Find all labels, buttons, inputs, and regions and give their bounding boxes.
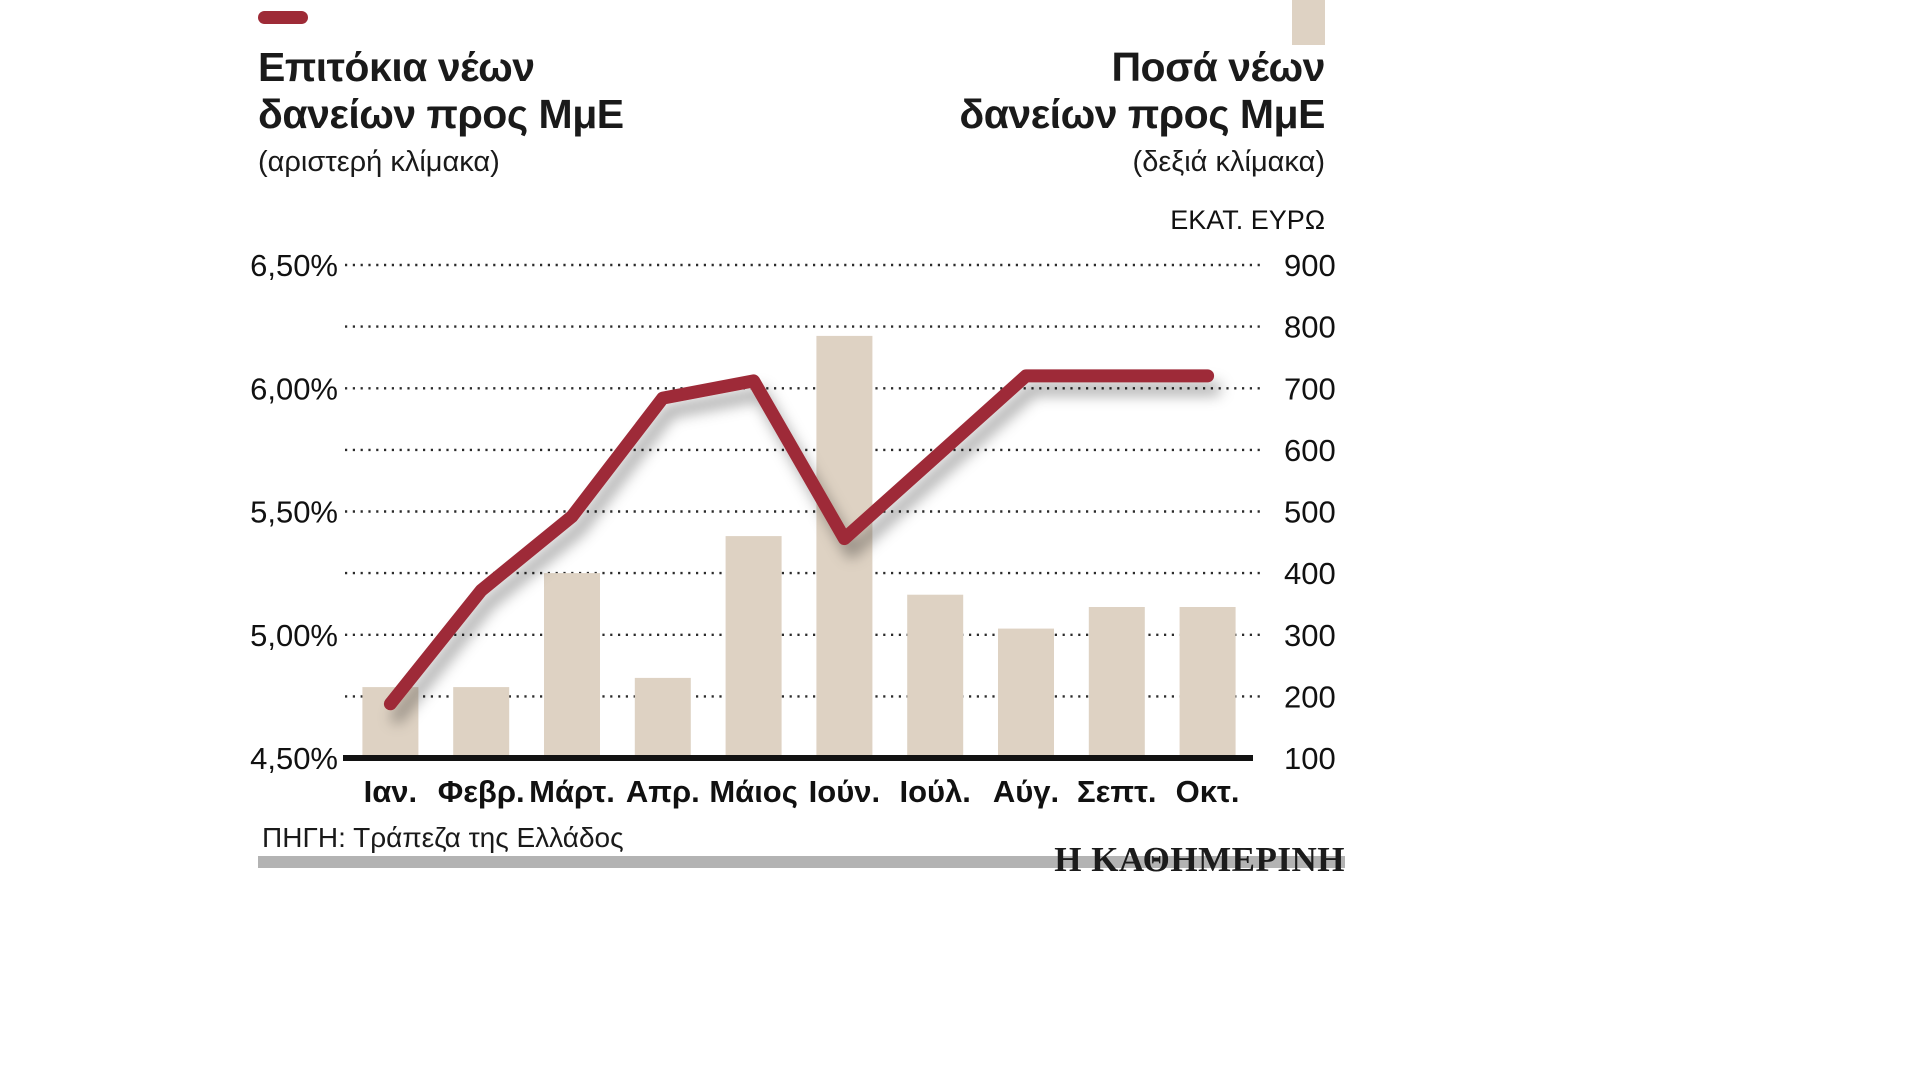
- footer-divider-bar: [258, 856, 1345, 868]
- left-title-line1: Επιτόκια νέων: [258, 44, 535, 90]
- x-axis-label: Μάρτ.: [529, 774, 615, 809]
- right-axis-tick: 300: [1284, 618, 1336, 653]
- bar-Μάιος: [725, 536, 782, 756]
- bar-Φεβρ.: [453, 687, 510, 756]
- right-title-line2: δανείων προς ΜμΕ: [959, 90, 1325, 137]
- x-axis-label: Οκτ.: [1176, 774, 1240, 809]
- bar-Ιούν.: [816, 335, 873, 756]
- bar-Οκτ.: [1179, 607, 1236, 756]
- x-axis-label: Αύγ.: [993, 774, 1059, 809]
- left-axis-tick: 6,50%: [250, 248, 338, 283]
- line-legend-swatch: [258, 11, 308, 24]
- bar-Σεπτ.: [1088, 607, 1145, 756]
- x-axis-label: Ιαν.: [364, 774, 418, 809]
- bar-Απρ.: [634, 677, 691, 756]
- right-title-block: Ποσά νέων δανείων προς ΜμΕ (δεξιά κλίμακ…: [959, 44, 1325, 236]
- bar-legend-swatch: [1292, 0, 1325, 45]
- x-axis-label: Ιούλ.: [899, 774, 970, 809]
- x-axis-label: Απρ.: [626, 774, 700, 809]
- right-axis-tick: 700: [1284, 371, 1336, 406]
- bar-Ιούλ.: [907, 594, 964, 756]
- bar-Αύγ.: [998, 628, 1054, 756]
- right-axis-tick: 600: [1284, 433, 1336, 468]
- interest-rate-line: [383, 369, 1215, 711]
- right-axis-tick: 200: [1284, 679, 1336, 714]
- x-axis-label: Σεπτ.: [1077, 774, 1157, 809]
- right-axis-tick: 400: [1284, 556, 1336, 591]
- left-title-block: Επιτόκια νέων δανείων προς ΜμΕ (αριστερή…: [258, 44, 624, 179]
- left-title-line2: δανείων προς ΜμΕ: [258, 90, 624, 137]
- right-title-line1: Ποσά νέων: [1111, 44, 1325, 90]
- x-axis-label: Ιούν.: [809, 774, 880, 809]
- plot-area: 6,50% 6,00% 5,50% 5,00% 4,50% 900 800 700 600 500…: [250, 248, 1336, 809]
- left-axis-tick: 5,50%: [250, 495, 338, 530]
- x-axis-label: Φεβρ.: [438, 774, 525, 809]
- right-axis-tick: 500: [1284, 495, 1336, 530]
- left-axis-tick: 6,00%: [250, 371, 338, 406]
- right-axis-unit-label: ΕΚΑΤ. ΕΥΡΩ: [1170, 205, 1325, 236]
- x-axis-label: Μάιος: [709, 774, 798, 809]
- right-axis-tick: 900: [1284, 248, 1336, 283]
- right-axis-tick: 800: [1284, 310, 1336, 345]
- left-axis-tick: 5,00%: [250, 618, 338, 653]
- right-subtitle: (δεξιά κλίμακα): [1132, 146, 1325, 179]
- left-subtitle: (αριστερή κλίμακα): [258, 146, 500, 179]
- right-axis-tick: 100: [1284, 741, 1336, 776]
- left-axis-tick: 4,50%: [250, 741, 338, 776]
- bar-Μάρτ.: [544, 573, 600, 756]
- source-label: ΠΗΓΗ: Τράπεζα της Ελλάδος: [262, 822, 624, 853]
- publisher-logo: Η ΚΑΘΗΜΕΡΙΝΗ: [1054, 840, 1345, 879]
